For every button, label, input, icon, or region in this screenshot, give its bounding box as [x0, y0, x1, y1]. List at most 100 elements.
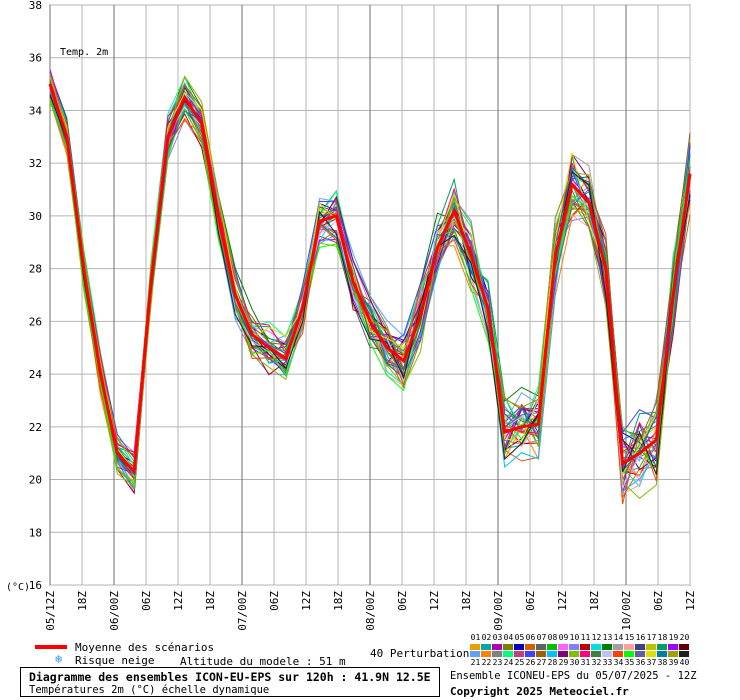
x-tick-label: 06/00Z — [108, 591, 121, 631]
perturbation-number: 34 — [613, 658, 624, 667]
y-tick-label: 20 — [29, 474, 42, 487]
x-tick-label: 06Z — [396, 591, 409, 611]
footer-box: Diagramme des ensembles ICON-EU-EPS sur … — [20, 667, 440, 697]
perturbation-swatch — [679, 651, 689, 657]
y-tick-label: 18 — [29, 526, 42, 539]
perturbation-swatch — [525, 644, 535, 650]
perturbation-swatch — [591, 651, 601, 657]
perturbation-number: 31 — [580, 658, 591, 667]
perturbation-swatch — [624, 644, 634, 650]
copyright: Copyright 2025 Meteociel.fr — [450, 685, 629, 698]
perturbation-number: 05 — [514, 633, 525, 642]
perturbation-swatch — [657, 644, 667, 650]
perturbation-swatch — [657, 651, 667, 657]
x-tick-label: 12Z — [300, 591, 313, 611]
perturbation-number: 17 — [646, 633, 657, 642]
perturbation-swatch — [668, 651, 678, 657]
legend-snow-label: Risque neige — [75, 654, 155, 667]
mean-swatch — [35, 645, 67, 649]
x-tick-label: 12Z — [556, 591, 569, 611]
perturbation-number: 04 — [503, 633, 514, 642]
x-tick-label: 06Z — [652, 591, 665, 611]
perturbation-swatch — [635, 644, 645, 650]
perturbation-swatch — [558, 651, 568, 657]
perturbation-swatch — [635, 651, 645, 657]
perturbation-swatch — [613, 651, 623, 657]
perturbation-swatch — [514, 644, 524, 650]
perturbation-number: 36 — [635, 658, 646, 667]
perturbation-number: 28 — [547, 658, 558, 667]
perturbation-swatch — [503, 651, 513, 657]
perturbation-swatch — [569, 651, 579, 657]
perturbation-swatch — [646, 644, 656, 650]
perturbation-number: 16 — [635, 633, 646, 642]
y-tick-label: 24 — [29, 368, 43, 381]
perturbation-swatch — [470, 644, 480, 650]
perturbation-number: 18 — [657, 633, 668, 642]
x-tick-label: 06Z — [140, 591, 153, 611]
perturbation-number: 32 — [591, 658, 602, 667]
perturbation-number: 13 — [602, 633, 613, 642]
perturbation-swatch — [668, 644, 678, 650]
perturbation-swatch — [525, 651, 535, 657]
perturbation-swatch — [470, 651, 480, 657]
x-tick-label: 18Z — [460, 591, 473, 611]
perturbation-number: 06 — [525, 633, 536, 642]
perturbation-swatch — [613, 644, 623, 650]
perturbation-swatch — [558, 644, 568, 650]
perturbation-swatch — [492, 644, 502, 650]
x-tick-label: 12Z — [684, 591, 697, 611]
run-info: Ensemble ICONEU-EPS du 05/07/2025 - 12Z — [450, 670, 697, 682]
x-tick-label: 08/00Z — [364, 591, 377, 631]
perturbation-number: 01 — [470, 633, 481, 642]
perturbation-number: 07 — [536, 633, 547, 642]
perturbation-number: 35 — [624, 658, 635, 667]
perturbation-swatch — [602, 651, 612, 657]
perturbation-swatch — [569, 644, 579, 650]
y-axis-ticks: 16 18 20 22 24 26 28 30 32 34 36 38 — [29, 0, 43, 592]
x-tick-label: 12Z — [172, 591, 185, 611]
perturbation-swatch — [503, 644, 513, 650]
perturbation-number: 39 — [668, 658, 679, 667]
x-tick-label: 18Z — [76, 591, 89, 611]
x-tick-label: 18Z — [588, 591, 601, 611]
ensemble-chart: 16 18 20 22 24 26 28 30 32 34 36 38 05/12Z 18Z 06/00Z… — [6, 0, 697, 631]
x-tick-label: 05/12Z — [44, 591, 57, 631]
perturbation-number: 21 — [470, 658, 481, 667]
perturbation-number: 08 — [547, 633, 558, 642]
perturbation-swatch — [547, 644, 557, 650]
perturbation-swatch — [591, 644, 601, 650]
perturbation-swatch — [602, 644, 612, 650]
y-tick-label: 16 — [29, 579, 42, 592]
perturbation-number: 12 — [591, 633, 602, 642]
diagram-subtitle: Températures 2m (°C) échelle dynamique — [29, 684, 270, 696]
perturbation-number: 20 — [679, 633, 690, 642]
perturbation-number: 09 — [558, 633, 569, 642]
perturbation-number: 14 — [613, 633, 624, 642]
y-tick-label: 26 — [29, 315, 42, 328]
perturbation-swatch — [624, 651, 634, 657]
x-tick-label: 09/00Z — [492, 591, 505, 631]
perturbation-number: 11 — [580, 633, 591, 642]
y-tick-label: 22 — [29, 421, 42, 434]
perturbation-swatch — [536, 644, 546, 650]
x-tick-label: 18Z — [332, 591, 345, 611]
perturbation-number: 27 — [536, 658, 547, 667]
x-tick-label: 06Z — [524, 591, 537, 611]
perturbation-swatch — [580, 644, 590, 650]
perturbation-number: 30 — [569, 658, 580, 667]
x-tick-label: 06Z — [268, 591, 281, 611]
perturbations-label: 40 Perturbations — [370, 647, 476, 660]
mean-line — [48, 83, 692, 476]
y-axis-label: (°C) — [6, 582, 30, 593]
y-tick-label: 28 — [29, 263, 42, 276]
perturbation-swatch — [481, 644, 491, 650]
perturbation-number: 22 — [481, 658, 492, 667]
perturbation-number: 40 — [679, 658, 690, 667]
chart-title: Temp. 2m — [60, 47, 108, 58]
x-tick-label: 18Z — [204, 591, 217, 611]
mean-series — [48, 83, 692, 476]
perturbation-swatch — [481, 651, 491, 657]
x-axis-ticks: 05/12Z 18Z 06/00Z 06Z 12Z 18Z 07/00Z 06Z 12Z 18Z 0… — [44, 591, 697, 631]
perturbation-number: 23 — [492, 658, 503, 667]
